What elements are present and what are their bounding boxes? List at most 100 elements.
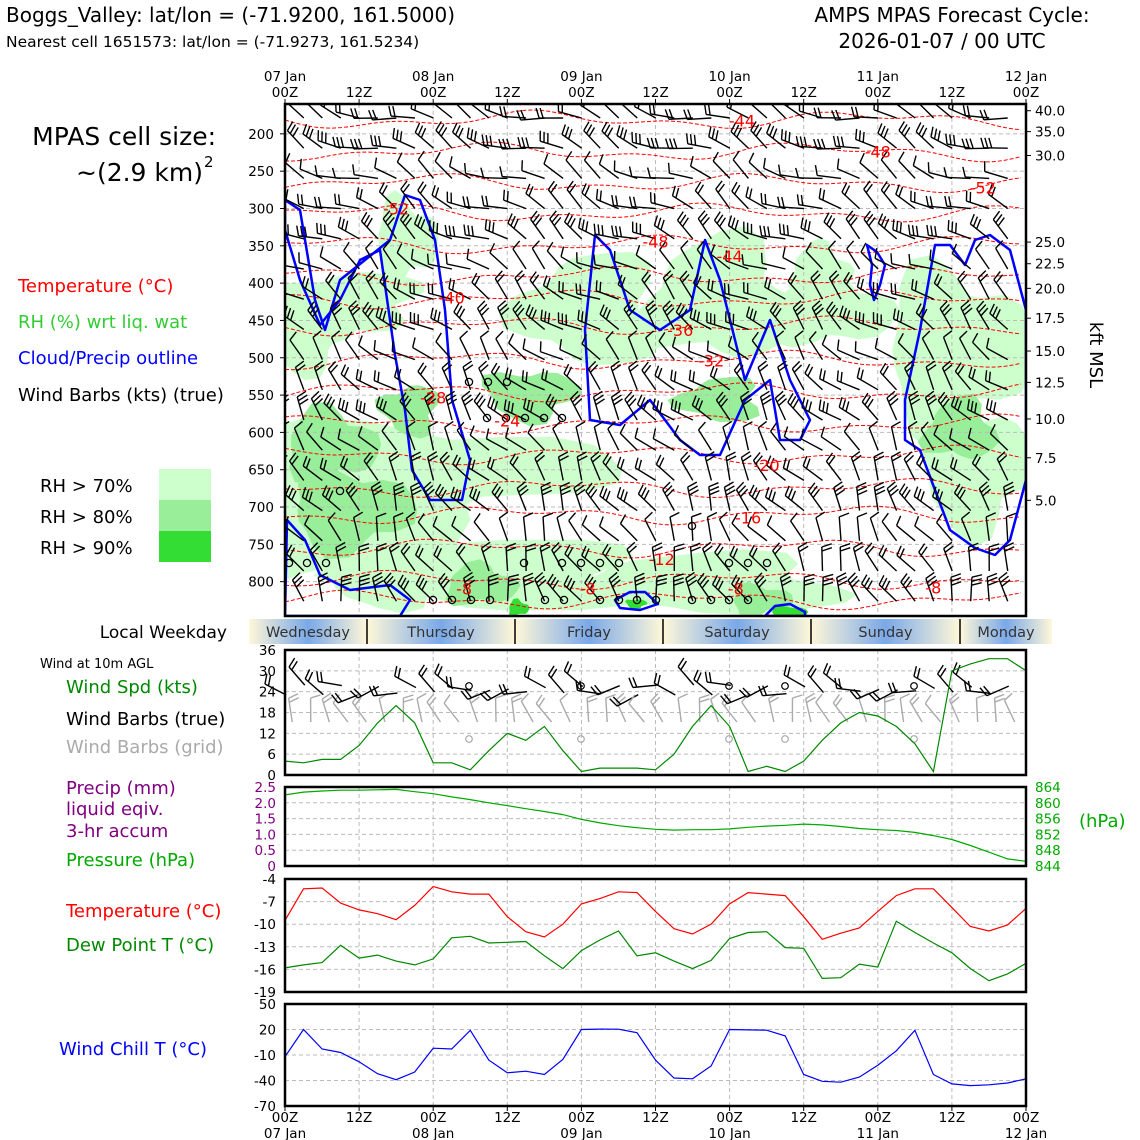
wind-barb-flag bbox=[270, 151, 276, 160]
wind-barb-flag bbox=[767, 278, 772, 290]
wind-barb-true-flag bbox=[708, 672, 712, 683]
wind-barb-true bbox=[693, 679, 713, 696]
wind-barb-flag bbox=[302, 123, 308, 135]
wind-barb-flag bbox=[551, 399, 558, 410]
wind-barb-flag bbox=[523, 397, 527, 409]
isotherm-label: -48 bbox=[865, 143, 891, 162]
rh70-area bbox=[788, 237, 856, 295]
isotherm-line bbox=[285, 349, 1022, 371]
rh80-area bbox=[667, 376, 760, 423]
wind-barb-flag bbox=[790, 274, 797, 285]
wind-barb-flag bbox=[605, 309, 611, 320]
wind-barb-flag bbox=[751, 547, 758, 558]
wind-barb-flag bbox=[836, 370, 839, 381]
wind-barb-flag bbox=[445, 390, 456, 398]
wind-barb-flag bbox=[676, 211, 684, 221]
wind-barb-flag bbox=[496, 273, 505, 283]
wind-barb-flag bbox=[619, 514, 627, 524]
wind-barb-flag bbox=[516, 307, 525, 317]
wind-barb-flag bbox=[842, 307, 848, 319]
wind-barb-true bbox=[597, 685, 620, 696]
wind-barb-flag bbox=[374, 579, 384, 587]
wind-barb-flag bbox=[426, 253, 430, 265]
wind-barb bbox=[673, 434, 694, 451]
legend-wind-barbs: Wind Barbs (kts) (true) bbox=[18, 385, 224, 406]
temperature-panel: -4-7-10-13-16-19 bbox=[254, 872, 1028, 1001]
wind-barb-flag bbox=[602, 488, 608, 499]
calm-wind-marker bbox=[520, 413, 530, 423]
wind-barb-flag bbox=[372, 572, 383, 579]
wind-barb-flag bbox=[492, 222, 495, 233]
wind-barb-flag bbox=[619, 423, 626, 434]
wind-barb-flag bbox=[715, 391, 724, 401]
wind-barb-true-flag bbox=[891, 682, 897, 693]
calm-wind-marker bbox=[466, 595, 476, 605]
wind-barb-flag bbox=[758, 579, 767, 588]
wind-barb-flag bbox=[674, 547, 685, 552]
wind-barb-flag bbox=[376, 512, 387, 518]
wind-barb-flag bbox=[498, 511, 509, 519]
wind-barb-flag bbox=[941, 304, 950, 313]
wind-barb-flag bbox=[960, 300, 970, 309]
temperature-panel-frame bbox=[283, 877, 1028, 994]
wind-barb-flag bbox=[620, 489, 625, 500]
wind-barb-flag bbox=[804, 573, 815, 578]
wind-barb-flag bbox=[404, 398, 412, 408]
wind-barb-flag bbox=[655, 400, 660, 411]
wind-barb-flag bbox=[314, 398, 324, 407]
rh90-label: RH > 90% bbox=[40, 538, 133, 559]
wind-barb-flag bbox=[390, 545, 400, 553]
wind-barb-flag bbox=[271, 185, 276, 194]
wind-barb bbox=[285, 388, 286, 390]
wind-barb-flag bbox=[549, 210, 557, 220]
wind-barb-flag bbox=[288, 547, 296, 558]
wind-barb-flag bbox=[836, 136, 841, 147]
top-date-label: 10 Jan bbox=[708, 69, 750, 85]
wind-barb-flag bbox=[581, 545, 587, 556]
wind-barb-flag bbox=[698, 421, 706, 431]
wind-barb-flag bbox=[359, 577, 370, 582]
wind-barb-flag bbox=[405, 511, 416, 519]
wind-barb-flag bbox=[900, 311, 904, 323]
wind-barb-flag bbox=[319, 223, 323, 235]
wind-barb-flag bbox=[778, 398, 787, 407]
wind-barb bbox=[289, 339, 305, 361]
wind-barb-flag bbox=[623, 300, 632, 310]
wind-barb-flag bbox=[339, 455, 345, 466]
wind-barb-flag bbox=[822, 370, 826, 381]
calm-wind-marker bbox=[483, 377, 493, 387]
wind-barb-flag bbox=[866, 545, 875, 555]
wind-barb-flag bbox=[933, 273, 940, 284]
wind-barb-flag bbox=[635, 244, 641, 256]
wind-barb-flag bbox=[373, 370, 376, 381]
wind-barb-flag bbox=[480, 307, 490, 316]
wind-barb-flag bbox=[506, 546, 517, 552]
wind-barb-flag bbox=[546, 241, 554, 252]
wind-barb-flag bbox=[971, 368, 976, 380]
wind-barb-flag bbox=[654, 137, 659, 149]
wind-barb-flag bbox=[337, 216, 342, 228]
wind-barb-flag bbox=[525, 137, 530, 148]
wind-barb-flag bbox=[978, 481, 988, 490]
panel-tick-label: 0 bbox=[267, 859, 276, 875]
wind-barb bbox=[820, 436, 842, 451]
wind-barb-flag bbox=[614, 225, 619, 237]
wind-barb-flag bbox=[715, 180, 723, 190]
wind-barb-flag bbox=[787, 392, 794, 403]
wind-barb-flag bbox=[579, 284, 582, 295]
wind-barb-flag bbox=[394, 489, 405, 496]
wind-barb-true-flag bbox=[720, 695, 728, 705]
wind-barb-flag bbox=[336, 545, 347, 553]
wind-barb-flag bbox=[756, 575, 765, 585]
wind-barb-grid bbox=[710, 699, 720, 723]
wind-barb-flag bbox=[353, 511, 364, 519]
wind-barb-flag bbox=[345, 482, 354, 491]
wind-barb-flag bbox=[787, 488, 793, 499]
wind-barb-flag bbox=[815, 307, 824, 316]
wind-barb bbox=[765, 496, 786, 512]
wind-barb-flag bbox=[499, 166, 503, 177]
wind-barb-flag bbox=[566, 180, 574, 190]
wind-barb-grid-flag bbox=[949, 692, 958, 701]
wind-barb bbox=[543, 163, 564, 179]
